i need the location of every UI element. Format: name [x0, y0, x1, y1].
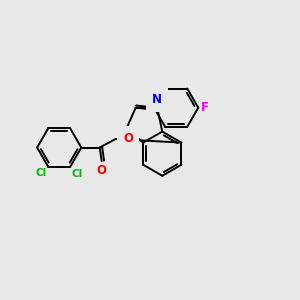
Text: N: N: [152, 93, 162, 106]
Text: Cl: Cl: [36, 168, 47, 178]
Text: F: F: [201, 101, 209, 114]
Text: O: O: [97, 164, 107, 177]
Text: Cl: Cl: [71, 169, 83, 179]
Text: NH: NH: [116, 128, 134, 138]
Text: O: O: [123, 131, 133, 145]
